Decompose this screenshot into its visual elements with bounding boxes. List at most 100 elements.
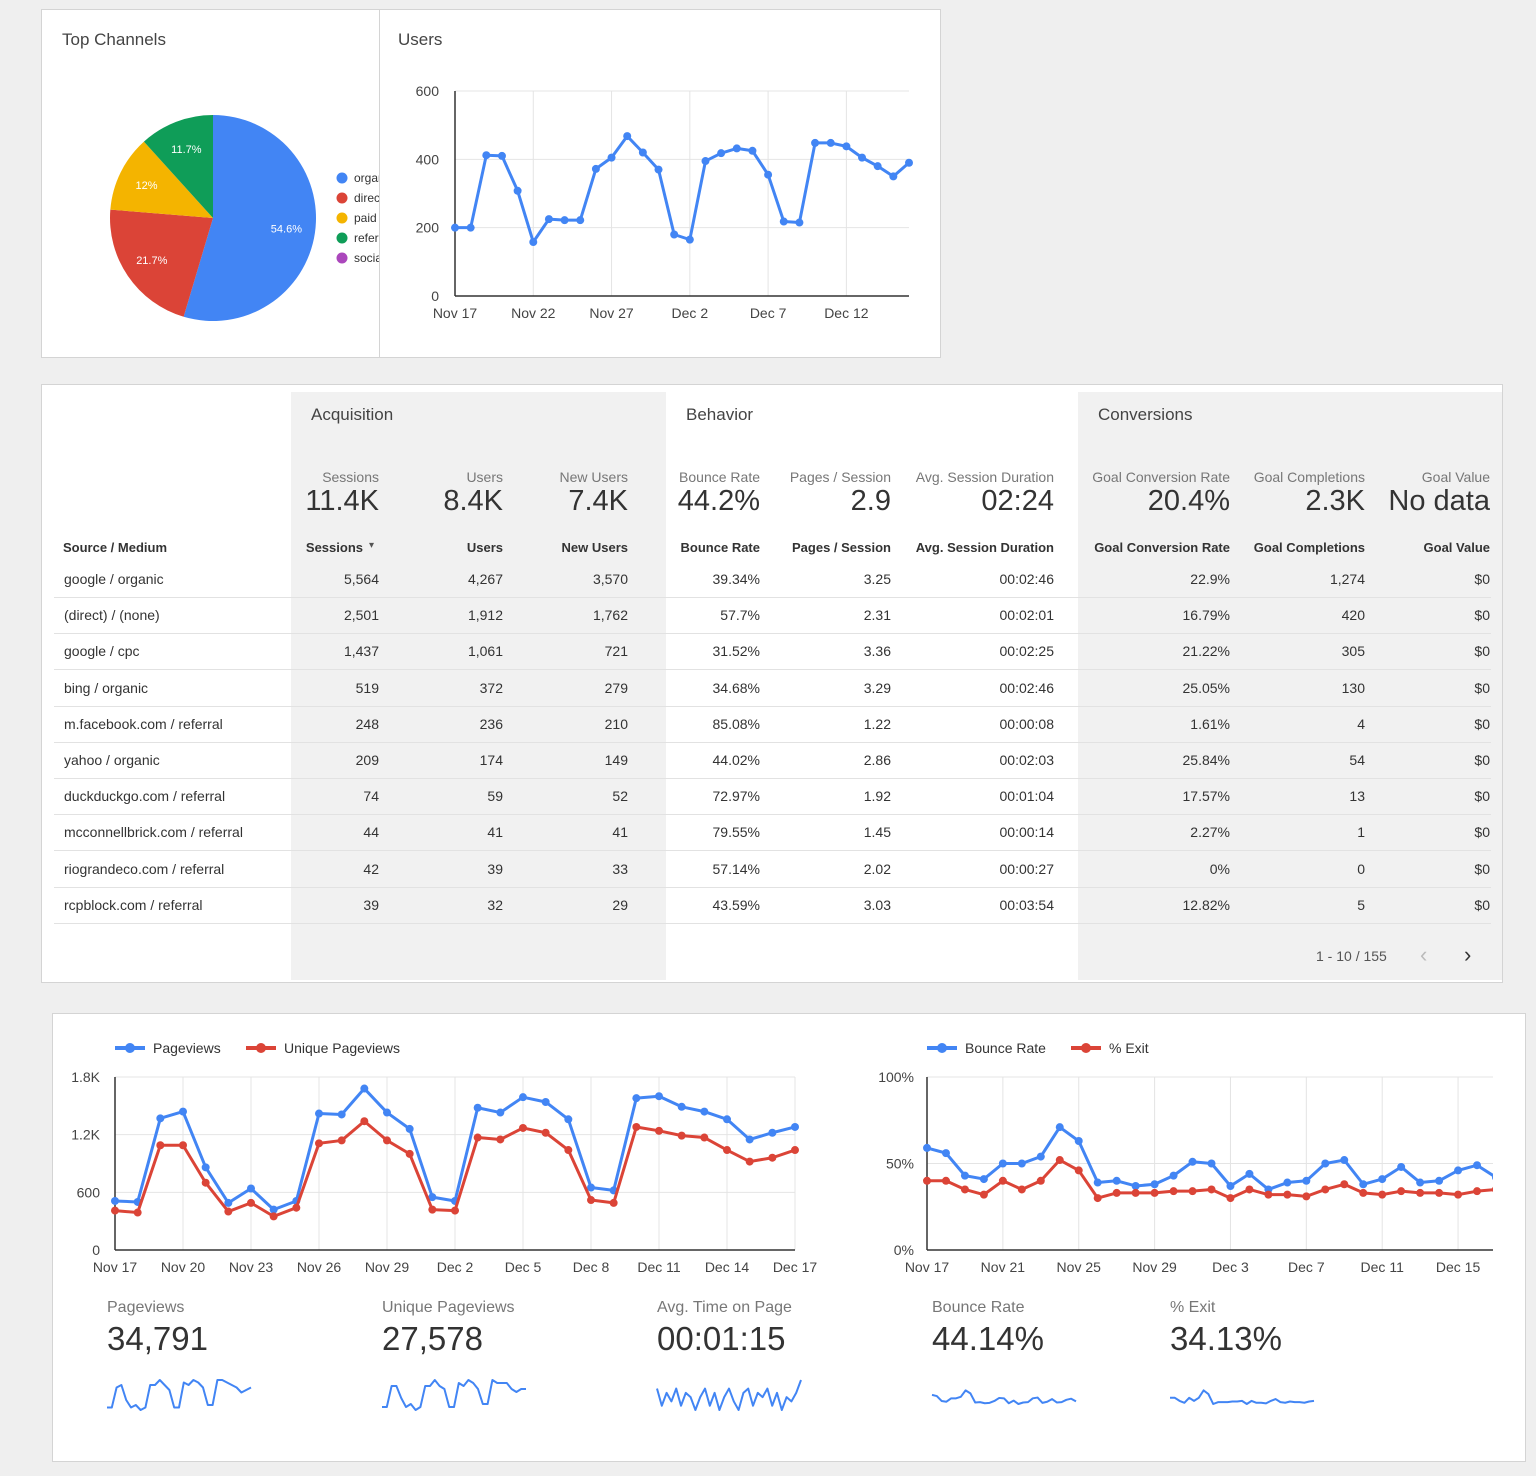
table-cell: 00:02:25 xyxy=(999,643,1055,660)
next-page-button[interactable]: › xyxy=(1464,944,1471,966)
table-cell: 279 xyxy=(604,679,628,696)
cell-source-medium[interactable]: rcpblock.com / referral xyxy=(64,896,203,913)
table-cell: 174 xyxy=(479,752,503,768)
legend-swatch-exit xyxy=(1071,1043,1101,1053)
table-row[interactable]: m.facebook.com / referral 248 236 210 85.08%… xyxy=(54,707,1491,743)
cell-source-medium[interactable]: yahoo / organic xyxy=(64,752,160,768)
table-cell: 1,437 xyxy=(343,643,379,660)
data-point xyxy=(1207,1159,1216,1168)
x-tick-label: Dec 11 xyxy=(1361,1259,1405,1275)
sparkline-path xyxy=(382,1379,526,1411)
legend-label-social: social xyxy=(354,251,379,265)
cell-source-medium[interactable]: mcconnellbrick.com / referral xyxy=(64,824,243,841)
column-header-new-users[interactable]: New Users xyxy=(561,540,628,555)
legend-label-referral: referral xyxy=(354,231,379,245)
data-point xyxy=(811,138,820,147)
data-point xyxy=(1473,1187,1482,1196)
legend-label-exit: % Exit xyxy=(1109,1040,1149,1056)
data-point xyxy=(383,1136,391,1145)
column-header-goal-completions[interactable]: Goal Completions xyxy=(1253,540,1365,555)
cell-source-medium[interactable]: google / cpc xyxy=(64,643,140,660)
data-point xyxy=(466,223,475,232)
previous-page-button[interactable]: ‹ xyxy=(1420,944,1427,966)
table-cell: 1,762 xyxy=(592,607,628,624)
y-tick-label: 600 xyxy=(416,83,440,99)
cell-source-medium[interactable]: google / organic xyxy=(64,571,164,587)
table-cell: 72.97% xyxy=(712,788,760,805)
table-cell: 41 xyxy=(612,824,628,841)
table-row[interactable]: (direct) / (none) 2,501 1,912 1,762 57.7% 2.3… xyxy=(54,598,1491,635)
data-point xyxy=(655,1126,663,1135)
column-header-bounce-rate[interactable]: Bounce Rate xyxy=(680,540,760,555)
data-point xyxy=(905,158,913,167)
column-header-source-medium[interactable]: Source / Medium xyxy=(63,540,168,555)
data-point xyxy=(1207,1185,1216,1194)
table-row[interactable]: mcconnellbrick.com / referral 44 41 41 79.55… xyxy=(54,815,1491,852)
legend-dot-referral xyxy=(336,232,348,244)
cell-source-medium[interactable]: (direct) / (none) xyxy=(64,607,160,624)
data-point xyxy=(360,1084,369,1093)
table-row[interactable]: google / organic 5,564 4,267 3,570 39.34% 3.2… xyxy=(54,562,1491,598)
sparkline-path xyxy=(656,1379,802,1411)
column-header-goal-value[interactable]: Goal Value xyxy=(1423,540,1490,555)
table-cell: 2,501 xyxy=(343,607,379,624)
table-cell: 00:02:03 xyxy=(999,752,1055,768)
pie-slice-paid xyxy=(110,141,213,218)
column-header-pages-session[interactable]: Pages / Session xyxy=(792,540,891,555)
table-cell: 13 xyxy=(1349,788,1365,805)
data-point xyxy=(292,1203,301,1212)
acquisition-shade xyxy=(291,392,666,980)
data-point xyxy=(960,1171,969,1180)
chevron-left-icon: ‹ xyxy=(1420,942,1428,967)
table-row[interactable]: yahoo / organic 209 174 149 44.02% 2.86 00:02:… xyxy=(54,743,1491,779)
data-point xyxy=(1454,1190,1463,1199)
table-row[interactable]: bing / organic 519 372 279 34.68% 3.29 00:02:4… xyxy=(54,671,1491,707)
table-cell: 5 xyxy=(1357,896,1365,913)
group-behavior: Behavior xyxy=(686,405,754,424)
cell-source-medium[interactable]: m.facebook.com / referral xyxy=(64,715,223,732)
table-cell: 0% xyxy=(1209,860,1230,877)
data-point xyxy=(791,1122,799,1131)
table-cell: 54 xyxy=(1349,752,1365,768)
data-point xyxy=(745,1157,754,1166)
table-cell: 248 xyxy=(355,715,379,732)
data-point xyxy=(1093,1178,1102,1187)
data-point xyxy=(1397,1162,1406,1171)
metric-label: Unique Pageviews xyxy=(382,1299,515,1316)
table-row[interactable]: rcpblock.com / referral 39 32 29 43.59% 3.03 0… xyxy=(54,888,1491,924)
cell-source-medium[interactable]: riograndeco.com / referral xyxy=(64,860,225,877)
table-cell: 1,061 xyxy=(467,643,503,660)
bounce-exit-line-chart: 0% 50% 100% Nov 17 Nov 21 Nov 25 Nov 29 Dec 3 De… xyxy=(878,1069,1493,1275)
column-header-goal-conversion-rate[interactable]: Goal Conversion Rate xyxy=(1094,540,1230,555)
data-point xyxy=(1454,1166,1463,1175)
cell-source-medium[interactable]: duckduckgo.com / referral xyxy=(64,788,226,805)
cell-source-medium[interactable]: bing / organic xyxy=(64,679,149,696)
sort-descending-icon[interactable]: ▾ xyxy=(369,540,375,551)
data-point xyxy=(111,1206,119,1215)
column-header-users[interactable]: Users xyxy=(466,540,503,555)
data-point xyxy=(315,1139,323,1148)
table-row[interactable]: google / cpc 1,437 1,061 721 31.52% 3.36 00:02… xyxy=(54,634,1491,671)
data-point xyxy=(201,1163,210,1172)
data-point xyxy=(224,1198,233,1207)
table-cell: 57.7% xyxy=(720,607,760,624)
users-card: Users 0 200 400 600 Nov 17 Nov 22 Nov 27 Dec 2 D… xyxy=(379,9,941,358)
table-row[interactable]: riograndeco.com / referral 42 39 33 57.14% 2.… xyxy=(54,852,1491,888)
summary-value: 44.2% xyxy=(677,485,760,517)
x-tick-label: Nov 29 xyxy=(365,1259,410,1275)
data-point xyxy=(383,1108,391,1117)
column-header-sessions[interactable]: Sessions xyxy=(305,540,363,555)
table-cell: 57.14% xyxy=(712,860,760,877)
table-row[interactable]: duckduckgo.com / referral 74 59 52 72.97% 1.9… xyxy=(54,779,1491,816)
summary-label: Goal Completions xyxy=(1253,469,1365,485)
table-cell: 21.22% xyxy=(1182,643,1230,660)
data-point xyxy=(1112,1188,1121,1197)
data-point xyxy=(1226,1194,1235,1203)
table-cell: $0 xyxy=(1474,896,1490,913)
column-header-avg-session-duration[interactable]: Avg. Session Duration xyxy=(915,540,1054,555)
conversions-shade xyxy=(1078,392,1502,980)
data-point xyxy=(564,1146,573,1155)
summary-label: Sessions xyxy=(322,469,379,485)
x-tick-label: Dec 2 xyxy=(672,305,709,321)
table-cell: 59 xyxy=(487,788,503,805)
